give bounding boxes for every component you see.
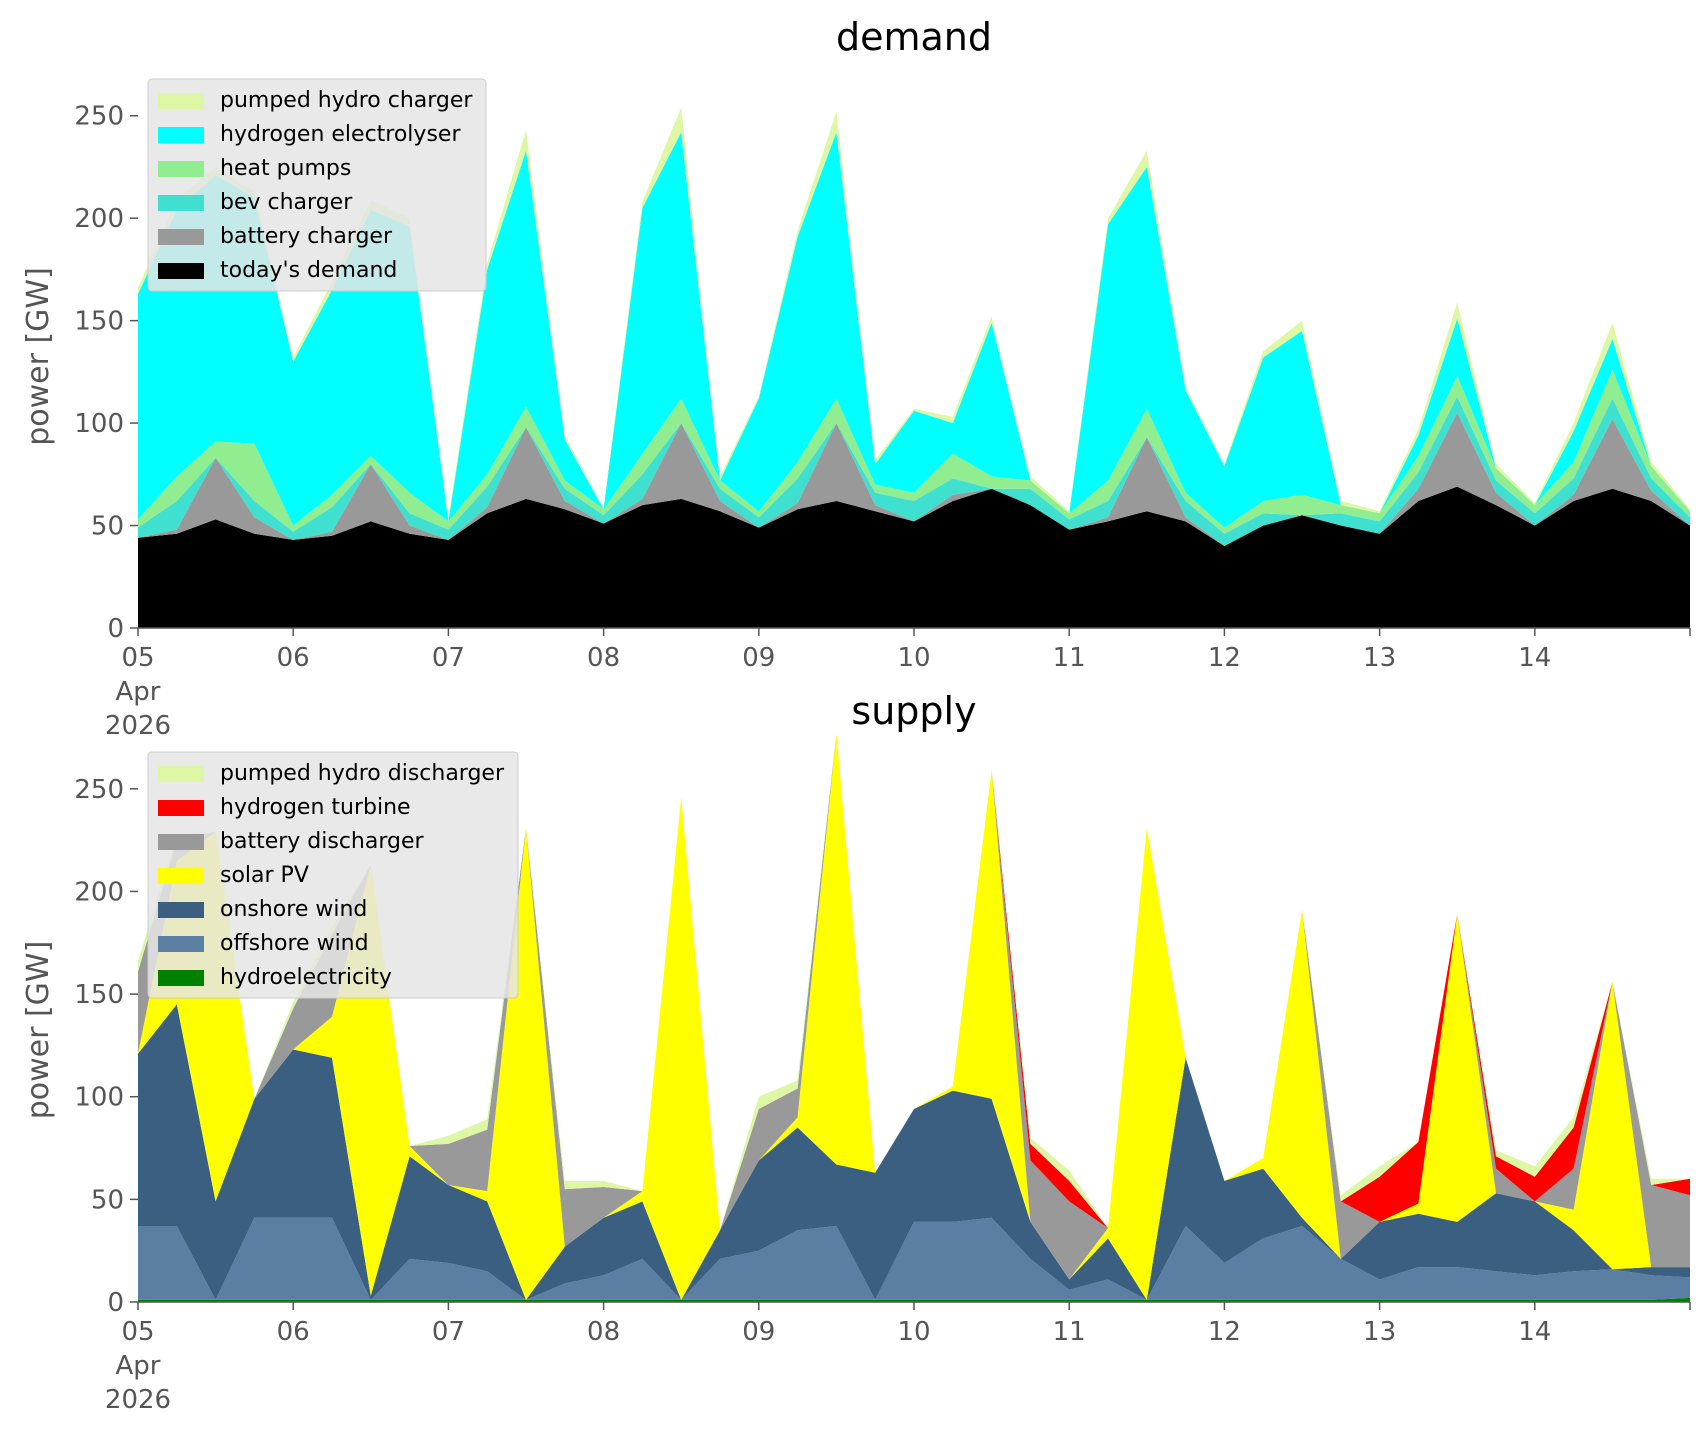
x-tick-label: 07	[432, 1317, 465, 1347]
x-tick-label: 11	[1053, 643, 1086, 673]
legend-label: battery charger	[220, 224, 393, 249]
legend-label: hydrogen electrolyser	[220, 122, 461, 147]
legend-swatch	[158, 263, 204, 279]
area-hydrogen-electrolyser	[138, 132, 1690, 528]
legend-label: hydroelectricity	[220, 965, 392, 990]
y-tick-label: 200	[74, 877, 124, 907]
y-axis-label: power [GW]	[21, 941, 56, 1120]
area-hydrogen-turbine	[138, 733, 1690, 1231]
x-tick-label: 08	[587, 643, 620, 673]
area-offshore-wind	[138, 1217, 1690, 1300]
x-tick-label: 10	[897, 643, 930, 673]
y-tick-label: 100	[74, 1083, 124, 1113]
legend-swatch	[158, 127, 204, 143]
y-tick-label: 0	[107, 614, 124, 644]
legend-label: onshore wind	[220, 897, 367, 922]
x-tick-label: 06	[277, 1317, 310, 1347]
x-tick-label: 08	[587, 1317, 620, 1347]
legend-swatch	[158, 229, 204, 245]
y-tick-label: 50	[91, 1185, 124, 1215]
x-tick-label: Apr	[116, 1351, 161, 1381]
area-heat-pumps	[138, 369, 1690, 534]
legend-label: today's demand	[220, 258, 397, 283]
y-tick-label: 150	[74, 980, 124, 1010]
x-tick-label: 12	[1208, 1317, 1241, 1347]
y-axis-label: power [GW]	[21, 267, 56, 446]
x-tick-label: 10	[897, 1317, 930, 1347]
x-tick-label: 2026	[105, 711, 171, 741]
area-today-s-demand	[138, 486, 1690, 628]
legend-label: bev charger	[220, 190, 353, 215]
legend-swatch	[158, 766, 204, 782]
x-tick-label: 14	[1518, 1317, 1551, 1347]
legend-swatch	[158, 902, 204, 918]
y-tick-label: 50	[91, 512, 124, 542]
x-tick-label: 13	[1363, 1317, 1396, 1347]
legend: pumped hydro charger hydrogen electrolyse…	[147, 78, 487, 292]
x-tick-label: 14	[1518, 643, 1551, 673]
x-tick-label: 06	[277, 643, 310, 673]
legend-swatch	[158, 93, 204, 109]
x-tick-label: 05	[121, 643, 154, 673]
x-tick-label: Apr	[116, 677, 161, 707]
legend-swatch	[158, 868, 204, 884]
legend-box	[147, 78, 487, 292]
y-tick-label: 100	[74, 409, 124, 439]
area-solar-pv	[138, 733, 1690, 1300]
legend-swatch	[158, 195, 204, 211]
y-tick-label: 150	[74, 307, 124, 337]
legend-swatch	[158, 970, 204, 986]
y-tick-label: 250	[74, 775, 124, 805]
y-tick-label: 200	[74, 204, 124, 234]
x-tick-label: 11	[1053, 1317, 1086, 1347]
legend-swatch	[158, 834, 204, 850]
x-tick-label: 2026	[105, 1385, 171, 1415]
legend-label: battery discharger	[220, 829, 425, 854]
legend-label: hydrogen turbine	[220, 795, 411, 820]
chart-title: supply	[851, 689, 976, 733]
y-tick-label: 0	[107, 1288, 124, 1318]
legend-swatch	[158, 936, 204, 952]
x-tick-label: 09	[742, 643, 775, 673]
legend: pumped hydro discharger hydrogen turbine b…	[147, 751, 519, 999]
legend-swatch	[158, 161, 204, 177]
x-tick-label: 13	[1363, 643, 1396, 673]
y-tick-label: 250	[74, 102, 124, 132]
x-tick-label: 07	[432, 643, 465, 673]
chart-title: demand	[836, 15, 992, 59]
legend-label: solar PV	[220, 863, 309, 888]
chart-panel-demand: 0 50 100 150 200 250 05 Apr 2026 06 07 08 09 10 11 12 13…	[21, 15, 1691, 741]
legend-box	[147, 751, 519, 999]
x-tick-label: 12	[1208, 643, 1241, 673]
area-hydroelectricity	[138, 1297, 1690, 1302]
area-battery-charger	[138, 412, 1690, 546]
legend-swatch	[158, 800, 204, 816]
legend-label: heat pumps	[220, 156, 351, 181]
legend-label: pumped hydro discharger	[220, 761, 505, 786]
legend-label: offshore wind	[220, 931, 369, 956]
legend-label: pumped hydro charger	[220, 88, 473, 113]
x-tick-label: 09	[742, 1317, 775, 1347]
area-bev-charger	[138, 396, 1690, 546]
chart-panel-supply: 0 50 100 150 200 250 05 Apr 2026 06 07 08 09 10 11 12 13…	[21, 689, 1691, 1415]
x-tick-label: 05	[121, 1317, 154, 1347]
area-onshore-wind	[138, 1004, 1690, 1300]
